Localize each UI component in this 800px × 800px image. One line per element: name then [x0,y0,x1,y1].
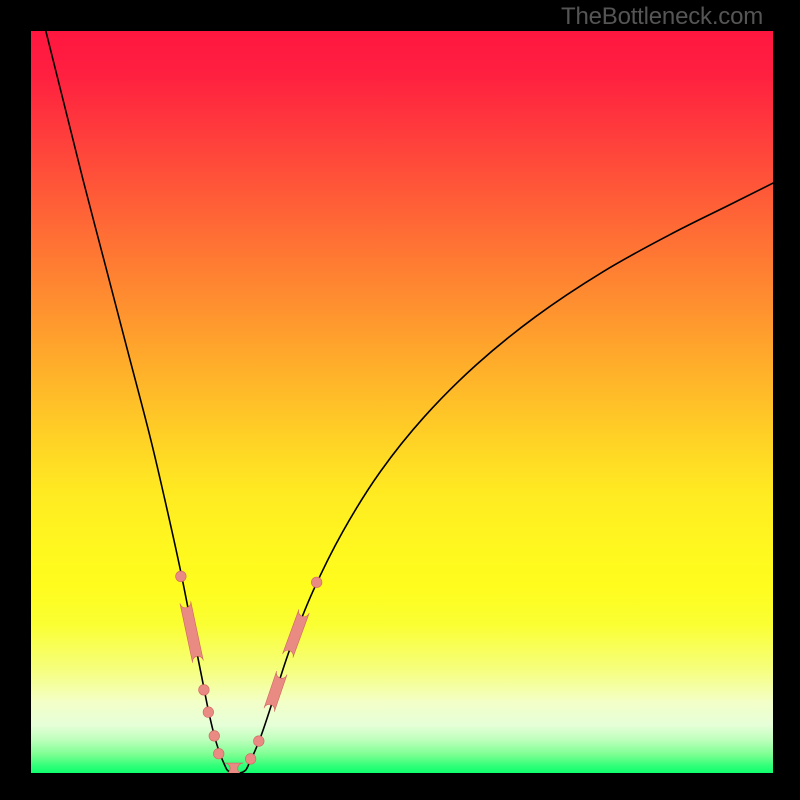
marker-dot [311,577,322,588]
watermark-text: TheBottleneck.com [561,3,763,31]
plot-area [31,31,773,773]
marker-dot [199,685,210,696]
marker-dot [203,707,214,718]
marker-pill [225,763,244,773]
marker-dot [209,731,220,742]
chart-frame: TheBottleneck.com [0,0,800,800]
marker-dot [176,571,187,582]
marker-pill [180,601,203,663]
marker-pill [283,609,310,657]
marker-dot [245,754,256,765]
marker-pill [264,671,287,712]
marker-dot [253,736,264,747]
curve-layer [31,31,773,773]
marker-dot [213,748,224,759]
bottleneck-curve [46,31,773,773]
